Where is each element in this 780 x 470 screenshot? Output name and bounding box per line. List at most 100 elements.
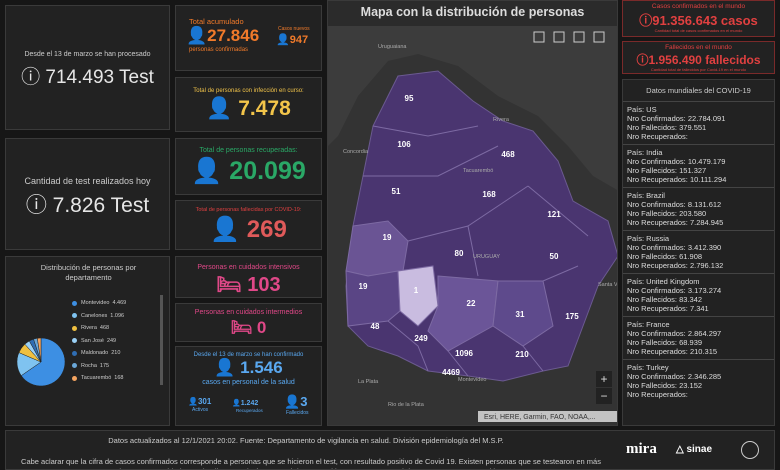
logo-sinae-text: sinae <box>686 444 713 455</box>
legend-item: Canelones 1.096 <box>72 310 162 323</box>
distribution-panel: Distribución de personas por departament… <box>5 256 170 426</box>
list-title: Datos mundiales del COVID-19 <box>646 86 751 95</box>
active-panel: Total de personas con infección en curso… <box>175 77 322 132</box>
department-count: 1096 <box>455 349 473 358</box>
new-value: 👤947 <box>276 34 309 46</box>
department-count: 468 <box>501 150 515 159</box>
note: Cabe aclarar que la cifra de casos confi… <box>21 457 601 469</box>
deceased-label: Fallecidos <box>286 410 309 416</box>
country-line: Nro Fallecidos: 151.327 <box>627 166 707 175</box>
label: Personas en cuidados intermedios <box>194 309 303 316</box>
country-line: País: US <box>627 105 657 114</box>
country-line: País: France <box>627 320 670 329</box>
health-panel: Desde el 13 de marzo se han confirmado 👤… <box>175 346 322 426</box>
legend-item: Maldonado 210 <box>72 347 162 360</box>
legend-name: Canelones <box>81 312 108 319</box>
country-line: Nro Confirmados: 22.784.091 <box>627 114 726 123</box>
layers-button[interactable] <box>573 31 585 43</box>
place-label: Uruguaiana <box>378 44 407 50</box>
recovered-value: 1.242 <box>240 400 259 407</box>
legend-value: 168 <box>114 375 124 382</box>
list-button[interactable] <box>553 31 565 43</box>
value-text: 947 <box>289 34 309 46</box>
department-count: 19 <box>383 233 392 242</box>
country-list: País: US Nro Confirmados: 22.784.091 Nro F… <box>623 101 774 402</box>
basemap-button[interactable] <box>593 31 605 43</box>
world-deaths-panel: Fallecidos en el mundo ⓘ1.956.490 fallec… <box>622 41 775 74</box>
active: 👤301 <box>188 397 212 406</box>
label: Fallecidos en el mundo <box>665 44 732 51</box>
legend-swatch <box>72 300 77 306</box>
label: Total acumulado <box>189 17 244 26</box>
legend-item: Montevideo 4.469 <box>72 297 162 310</box>
legend-value: 1.096 <box>110 312 125 319</box>
legend-swatch <box>72 325 77 331</box>
country-line: Nro Confirmados: 3.412.390 <box>627 243 722 252</box>
department-count: 80 <box>455 249 464 258</box>
zoom-in[interactable] <box>596 371 612 387</box>
place-label: Santa Vitória <box>598 282 618 288</box>
legend-name: Tacuarembó <box>81 375 112 382</box>
place-label: URUGUAY <box>473 254 500 260</box>
value: 👤 269 <box>210 216 287 243</box>
country-line: Nro Recuperados: 210.315 <box>627 347 718 356</box>
active-value: 301 <box>197 397 212 406</box>
value-text: 714.493 Test <box>45 67 154 88</box>
region <box>345 270 401 327</box>
country-line: Nro Recuperados: <box>627 390 688 399</box>
logo-msp <box>741 441 759 459</box>
map-title: Mapa con la distribución de personas <box>360 5 585 19</box>
title: Distribución de personas por departament… <box>40 263 137 282</box>
pie-slice <box>37 337 42 363</box>
home-button[interactable] <box>533 31 545 43</box>
active-label: Activos <box>192 407 209 413</box>
tests-today-panel: Cantidad de test realizados hoy ⓘ 7.826 … <box>5 138 170 250</box>
zoom-out-icon: − <box>600 389 607 403</box>
borders <box>363 125 589 377</box>
place-label: Rivera <box>493 117 510 123</box>
legend-value: 468 <box>99 325 110 332</box>
toolbar[interactable] <box>533 31 605 43</box>
department-count: 95 <box>405 94 414 103</box>
legend-item: Rocha 175 <box>72 360 162 373</box>
value-text: 103 <box>247 274 281 296</box>
sub: personas confirmadas <box>189 47 249 53</box>
label: Desde el 13 de marzo se han procesado <box>24 51 151 58</box>
value: 👤27.846 <box>186 26 260 45</box>
value: 👤 1.546 <box>214 358 283 377</box>
label: Cantidad de test realizados hoy <box>24 176 151 186</box>
country-block: País: Russia Nro Confirmados: 3.412.390 Nr… <box>623 230 774 273</box>
label: Casos confirmados en el mundo <box>651 3 746 10</box>
legend-swatch <box>72 313 77 319</box>
place-label: Concordia <box>343 149 369 155</box>
legend-name: Maldonado <box>81 350 109 357</box>
legend-value: 249 <box>106 337 117 344</box>
department-count: 31 <box>516 310 525 319</box>
attribution-bg <box>478 411 617 422</box>
country-line: País: Turkey <box>627 363 669 372</box>
department-count: 175 <box>565 312 579 321</box>
value-text: 7.478 <box>238 97 291 120</box>
legend-value: 175 <box>99 362 110 369</box>
attribution: Esri, HERE, Garmin, FAO, NOAA,... <box>484 414 596 421</box>
footer: Datos actualizados al 12/1/2021 20:02. F… <box>5 430 775 470</box>
value: ⓘ1.956.490 fallecidos <box>636 53 761 67</box>
zoom-out[interactable] <box>596 388 612 404</box>
recovered: 👤1.242 <box>232 400 259 407</box>
country-block: País: India Nro Confirmados: 10.479.179 Nr… <box>623 144 774 187</box>
legend: Montevideo 4.469 Canelones 1.096 Rivera 468 Sa… <box>72 297 162 385</box>
world-list-panel: Datos mundiales del COVID-19 País: US Nro… <box>622 79 775 426</box>
sub: casos en personal de la salud <box>202 379 295 386</box>
value-text: 1.546 <box>240 358 283 377</box>
region <box>397 265 439 327</box>
country-line: Nro Fallecidos: 83.342 <box>627 295 703 304</box>
department-count: 168 <box>482 190 496 199</box>
country-line: Nro Confirmados: 2.346.285 <box>627 372 722 381</box>
country-line: Nro Recuperados: 7.284.945 <box>627 218 724 227</box>
place-label: Tacuarembó <box>463 168 493 174</box>
department-count: 22 <box>467 299 476 308</box>
country-line: Nro Confirmados: 2.864.297 <box>627 329 722 338</box>
value: ⓘ 714.493 Test <box>21 67 154 88</box>
country-block: País: Brazil Nro Confirmados: 8.131.612 Nr… <box>623 187 774 230</box>
tests-panel: Desde el 13 de marzo se han procesado ⓘ … <box>5 5 170 130</box>
